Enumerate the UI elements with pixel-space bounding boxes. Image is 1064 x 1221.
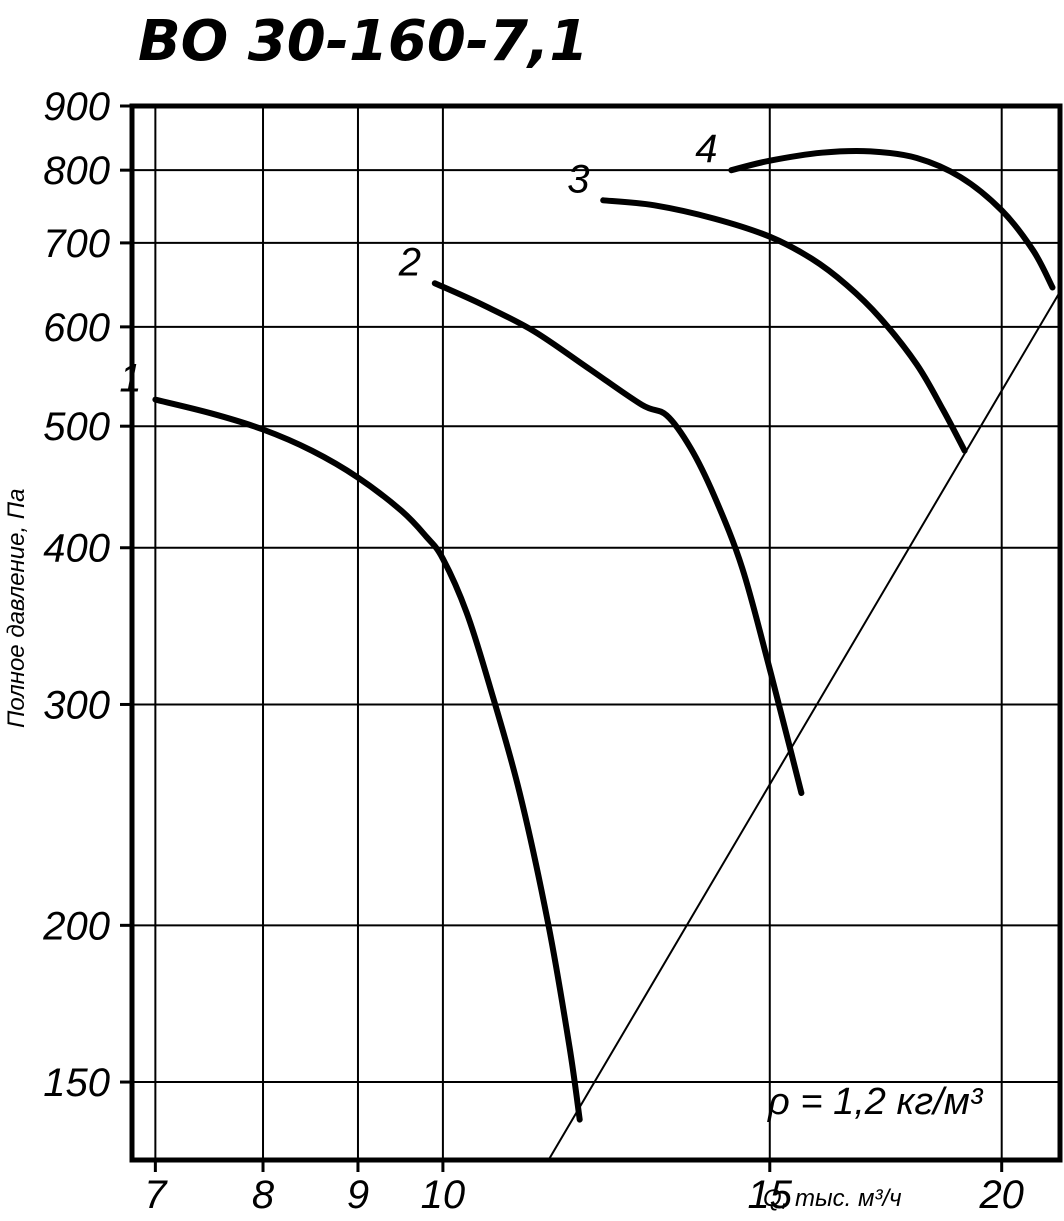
series-curve-1 bbox=[152, 396, 583, 1123]
x-tick-label-8: 8 bbox=[252, 1173, 275, 1217]
grid bbox=[132, 105, 1060, 1160]
series-curve-4 bbox=[728, 148, 1056, 291]
curve-label-2: 2 bbox=[398, 240, 421, 284]
x-tick-labels: 7 8 9 10 15 20 bbox=[144, 1160, 1024, 1217]
y-tick-label-500: 500 bbox=[43, 405, 110, 449]
plot-border bbox=[129, 103, 1063, 1163]
curve-label-3: 3 bbox=[567, 157, 589, 201]
x-axis-label: Q, тыс. м³/ч bbox=[763, 1185, 902, 1212]
density-annotation: ρ = 1,2 кг/м³ bbox=[767, 1081, 984, 1123]
curve-label-4: 4 bbox=[695, 127, 717, 171]
boundary-line bbox=[547, 291, 1061, 1161]
x-tick-label-10: 10 bbox=[421, 1173, 466, 1217]
y-tick-label-150: 150 bbox=[43, 1061, 110, 1105]
y-tick-label-700: 700 bbox=[43, 222, 110, 266]
chart-title: ВО 30-160-7,1 bbox=[138, 9, 588, 74]
series-curve-2 bbox=[431, 280, 805, 796]
series-group bbox=[152, 148, 1056, 1123]
y-axis-label: Полное давление, Па bbox=[3, 488, 30, 728]
curve-labels: 1 2 3 4 bbox=[119, 127, 717, 400]
x-tick-label-7: 7 bbox=[144, 1173, 168, 1217]
y-tick-label-600: 600 bbox=[43, 306, 110, 350]
boundary-line-group bbox=[547, 291, 1061, 1161]
y-tick-label-300: 300 bbox=[43, 683, 110, 727]
series-curve-3 bbox=[600, 197, 968, 454]
x-tick-label-15: 15 bbox=[748, 1173, 793, 1217]
y-tick-labels: 900 800 700 600 500 400 300 200 150 bbox=[42, 85, 132, 1105]
plot-frame bbox=[129, 103, 1063, 1163]
y-tick-label-400: 400 bbox=[43, 527, 110, 571]
y-tick-label-900: 900 bbox=[43, 85, 110, 129]
curve-label-1: 1 bbox=[119, 357, 141, 401]
x-tick-label-9: 9 bbox=[347, 1173, 369, 1217]
x-tick-label-20: 20 bbox=[978, 1173, 1024, 1217]
y-tick-label-200: 200 bbox=[42, 904, 110, 948]
y-tick-label-800: 800 bbox=[43, 149, 110, 193]
